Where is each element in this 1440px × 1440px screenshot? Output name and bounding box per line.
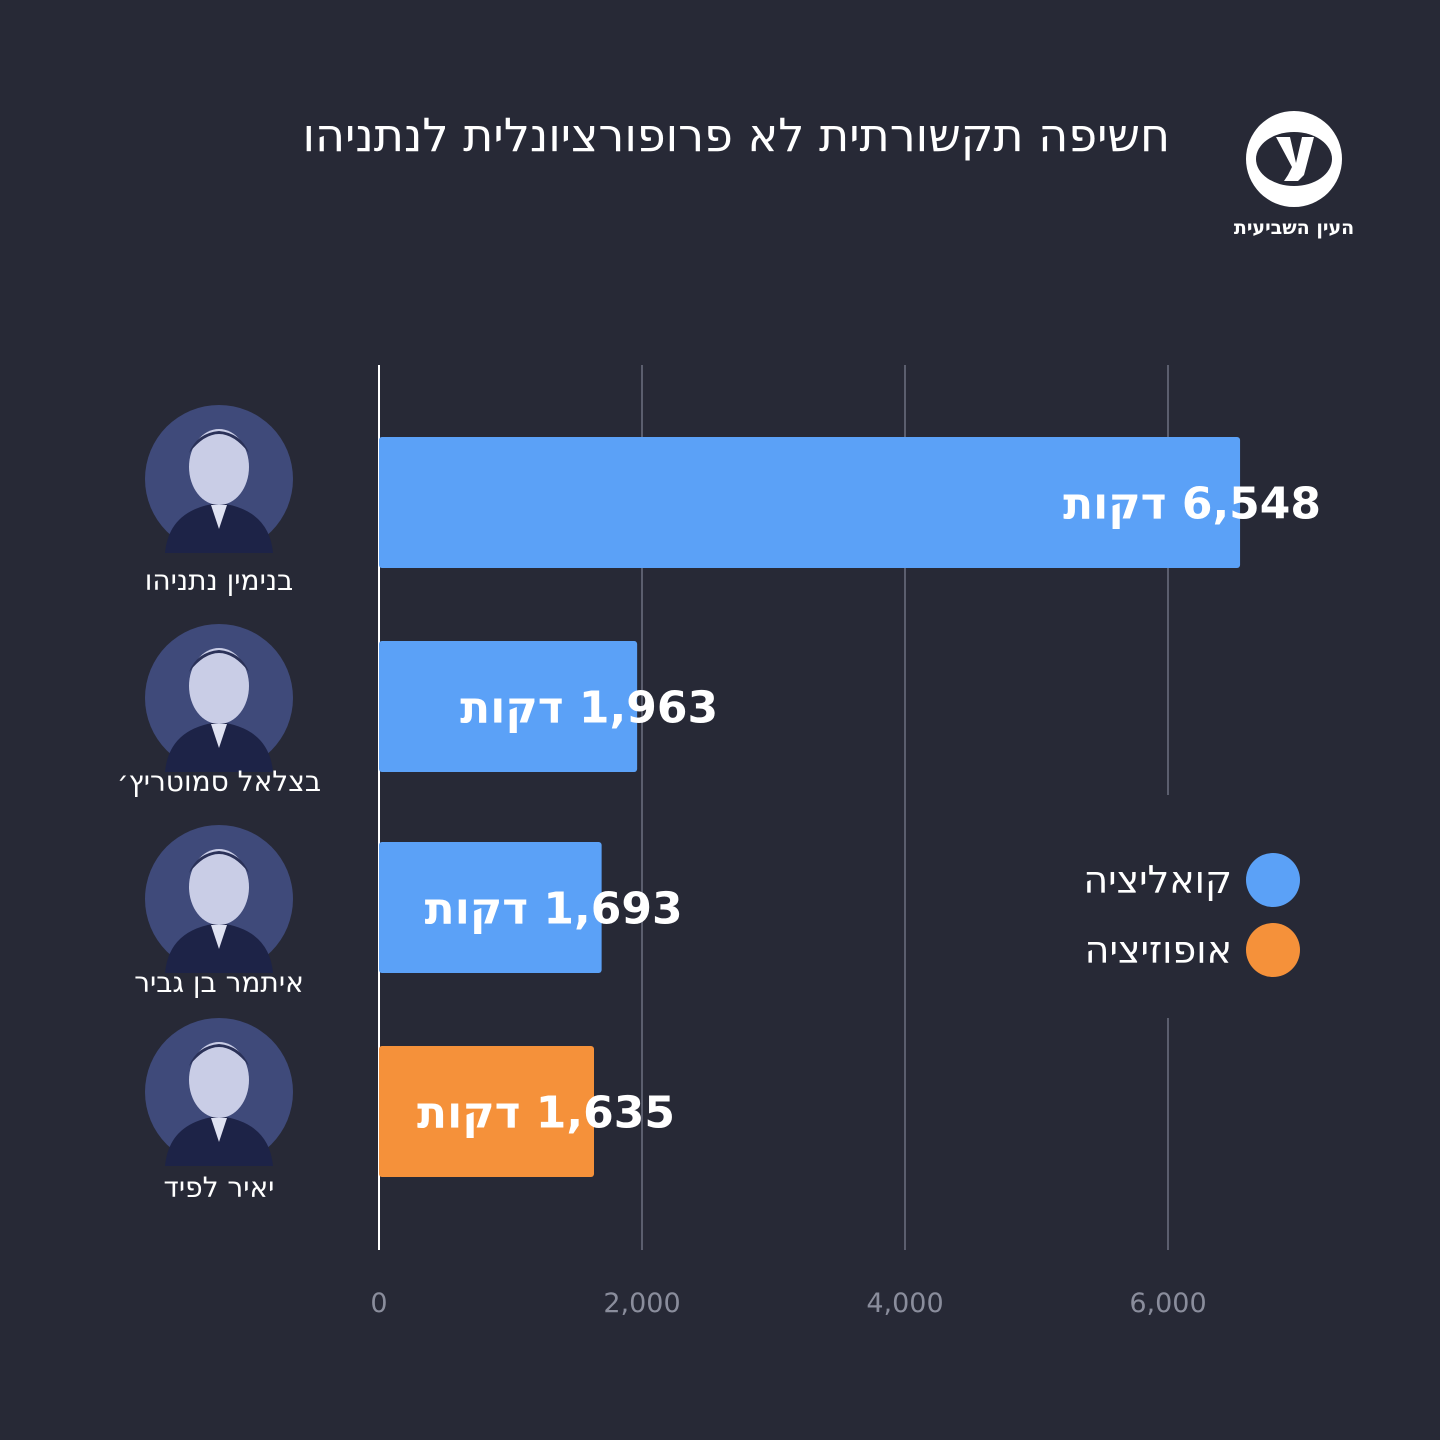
x-tick-label: 0 bbox=[370, 1288, 387, 1319]
person-name: איתמר בן גביר bbox=[134, 966, 304, 999]
x-axis-ticks: 0 2,000 4,000 6,000 bbox=[370, 1288, 1206, 1319]
portrait-ben-gvir-icon bbox=[145, 825, 293, 973]
person-name: יאיר לפיד bbox=[163, 1171, 275, 1204]
portrait-smotrich-icon bbox=[145, 624, 293, 772]
chart-title: חשיפה תקשורתית לא פרופורציונלית לנתניהו bbox=[302, 108, 1170, 162]
bar-value-label: 6,548 דקות bbox=[1063, 479, 1321, 530]
legend-swatch-opposition bbox=[1246, 923, 1300, 977]
legend-label-opposition: אופוזיציה bbox=[1084, 928, 1232, 972]
person-name: בצלאל סמוטריץ׳ bbox=[116, 765, 322, 798]
legend-swatch-coalition bbox=[1246, 853, 1300, 907]
x-tick-label: 2,000 bbox=[603, 1288, 680, 1319]
bar bbox=[379, 641, 638, 772]
logo-text: העין השביעית bbox=[1233, 217, 1355, 239]
x-tick-label: 6,000 bbox=[1129, 1288, 1206, 1319]
bar bbox=[379, 842, 602, 973]
portrait-lapid-icon bbox=[145, 1018, 293, 1166]
bar bbox=[379, 1046, 595, 1177]
person-name: בנימין נתניהו bbox=[144, 564, 294, 597]
bar-value-label: 1,635 דקות bbox=[417, 1088, 675, 1139]
legend-label-coalition: קואליציה bbox=[1083, 858, 1232, 902]
legend-item-coalition: קואליציה bbox=[1040, 845, 1300, 915]
x-tick-label: 4,000 bbox=[866, 1288, 943, 1319]
bar bbox=[379, 437, 1241, 568]
bars bbox=[379, 437, 1241, 1177]
bar-value-label: 1,693 דקות bbox=[425, 884, 683, 935]
data-labels: 6,548 דקות 1,963 דקות 1,693 דקות 1,635 דקות bbox=[417, 479, 1321, 1139]
eye-ayin-logo-icon bbox=[1246, 111, 1342, 207]
legend-item-opposition: אופוזיציה bbox=[1040, 915, 1300, 985]
bar-value-label: 1,963 דקות bbox=[460, 683, 718, 734]
portrait-netanyahu-icon bbox=[145, 405, 293, 553]
legend: קואליציה אופוזיציה bbox=[1040, 845, 1300, 985]
